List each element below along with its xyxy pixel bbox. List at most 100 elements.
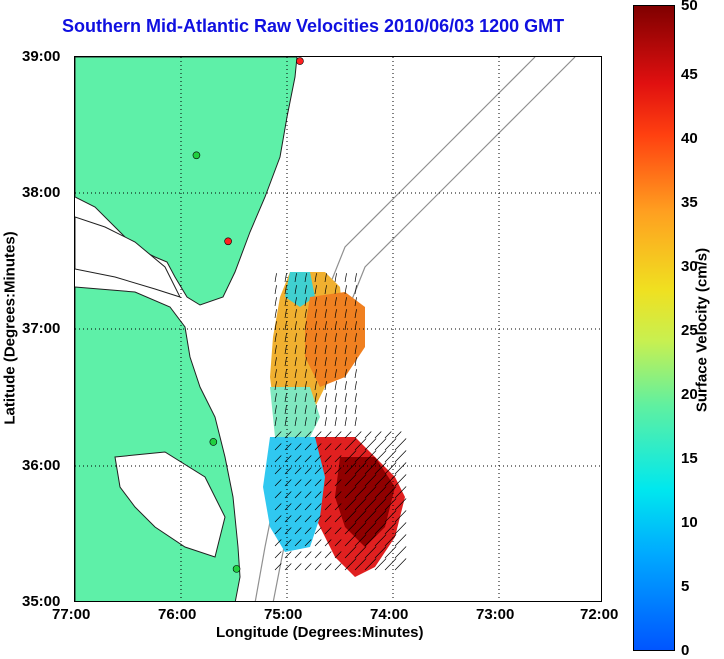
velocity-arrow xyxy=(294,297,297,307)
velocity-arrow xyxy=(294,563,302,571)
velocity-arrow xyxy=(334,369,337,379)
velocity-arrow xyxy=(374,431,382,439)
velocity-arrow xyxy=(374,462,387,475)
velocity-arrow xyxy=(394,522,407,535)
velocity-arrow xyxy=(354,417,357,427)
velocity-arrow xyxy=(314,417,317,427)
velocity-arrow xyxy=(274,381,277,391)
velocity-arrow xyxy=(294,345,297,355)
velocity-arrow xyxy=(324,503,332,511)
velocity-arrow xyxy=(274,369,277,379)
velocity-arrow xyxy=(314,515,322,523)
station-marker xyxy=(224,237,232,246)
colorbar-tick: 10 xyxy=(681,514,698,531)
velocity-arrow xyxy=(324,467,332,475)
velocity-arrow xyxy=(294,369,297,379)
velocity-arrow xyxy=(344,438,357,451)
velocity-arrow xyxy=(334,321,337,331)
velocity-arrow xyxy=(284,539,292,547)
velocity-arrow xyxy=(304,405,307,415)
velocity-arrow xyxy=(304,479,312,487)
velocity-arrow xyxy=(344,369,347,379)
colorbar-tick: 50 xyxy=(681,0,698,14)
velocity-arrow xyxy=(374,450,387,463)
velocity-arrow xyxy=(294,381,297,391)
y-axis-label: Latitude (Degrees:Minutes) xyxy=(1,231,19,425)
velocity-arrow xyxy=(304,297,307,307)
velocity-arrow xyxy=(324,285,327,295)
velocity-arrow xyxy=(294,467,302,475)
velocity-arrow xyxy=(314,503,322,511)
velocity-arrow xyxy=(374,474,387,487)
velocity-arrow xyxy=(344,462,357,475)
velocity-arrow xyxy=(354,450,367,463)
velocity-arrow xyxy=(384,462,397,475)
velocity-arrow xyxy=(374,498,387,511)
velocity-arrow xyxy=(314,357,317,367)
velocity-arrow xyxy=(374,558,387,571)
velocity-arrow xyxy=(314,551,322,559)
velocity-arrow xyxy=(274,551,282,559)
velocity-arrow xyxy=(284,405,287,415)
colorbar-tick: 0 xyxy=(681,642,690,659)
velocity-arrow xyxy=(284,357,287,367)
velocity-arrow xyxy=(314,285,317,295)
velocity-arrow xyxy=(384,510,397,523)
velocity-arrow xyxy=(344,405,347,415)
velocity-arrow xyxy=(364,438,377,451)
velocity-arrow xyxy=(284,345,287,355)
station-markers xyxy=(192,57,304,573)
velocity-arrow xyxy=(364,558,377,571)
velocity-arrow xyxy=(364,498,377,511)
velocity-arrow xyxy=(384,558,397,571)
velocity-arrow xyxy=(314,309,317,319)
velocity-arrow xyxy=(294,321,297,331)
velocity-arrow xyxy=(374,486,387,499)
velocity-arrow xyxy=(274,417,277,427)
velocity-arrow xyxy=(344,357,347,367)
velocity-arrow xyxy=(394,498,407,511)
velocity-arrow xyxy=(284,321,287,331)
velocity-arrow xyxy=(334,443,342,451)
velocity-arrow xyxy=(314,527,322,535)
chesapeake-bay xyxy=(75,216,181,298)
velocity-arrow xyxy=(354,297,357,307)
velocity-arrow xyxy=(374,510,387,523)
velocity-arrow xyxy=(354,510,367,523)
velocity-arrow xyxy=(274,333,277,343)
velocity-arrow xyxy=(274,503,282,511)
velocity-arrow xyxy=(274,285,277,295)
velocity-arrow xyxy=(334,285,337,295)
station-marker xyxy=(192,151,201,160)
map-plot-area[interactable] xyxy=(74,56,602,602)
station-marker xyxy=(296,57,304,65)
velocity-arrow xyxy=(284,443,292,451)
velocity-arrow xyxy=(384,450,397,463)
velocity-arrow xyxy=(384,534,397,547)
colorbar-tick: 45 xyxy=(681,66,698,83)
velocity-arrow xyxy=(284,551,292,559)
velocity-arrow xyxy=(314,345,317,355)
velocity-arrow xyxy=(344,393,347,403)
velocity-arrow xyxy=(324,455,332,463)
velocity-arrow xyxy=(324,297,327,307)
y-tick: 39:00 xyxy=(22,48,61,65)
velocity-arrow xyxy=(394,474,407,487)
velocity-arrow xyxy=(304,417,307,427)
velocity-arrow xyxy=(384,431,392,439)
station-marker xyxy=(232,565,241,573)
velocity-arrow xyxy=(304,285,307,295)
velocity-arrow xyxy=(344,381,347,391)
velocity-arrow xyxy=(294,443,302,451)
velocity-arrow xyxy=(324,273,327,283)
colorbar-tick: 15 xyxy=(681,450,698,467)
velocity-arrow xyxy=(314,393,317,403)
station-marker xyxy=(209,438,218,446)
velocity-arrow xyxy=(334,515,342,523)
velocity-arrow xyxy=(314,273,317,283)
velocity-arrow xyxy=(374,438,387,451)
velocity-arrow xyxy=(334,479,342,487)
velocity-arrow xyxy=(344,498,357,511)
velocity-arrow xyxy=(334,357,337,367)
velocity-arrow xyxy=(294,431,302,439)
